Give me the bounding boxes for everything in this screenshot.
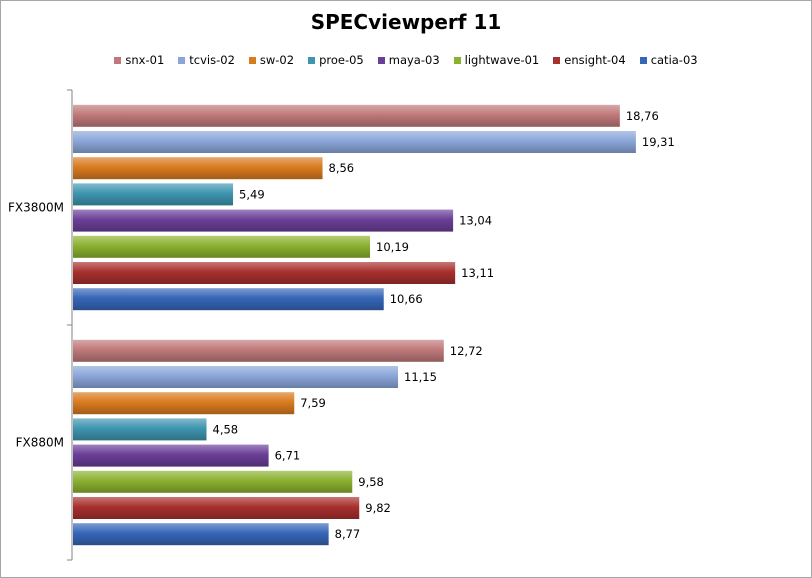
legend-label-sw-02: sw-02 bbox=[259, 53, 295, 67]
legend-label-maya-03: maya-03 bbox=[388, 53, 440, 67]
bar-fx880m-ensight-04 bbox=[73, 497, 360, 519]
data-label-fx880m-lightwave-01: 9,58 bbox=[358, 475, 384, 489]
legend-item-proe-05: proe-05 bbox=[308, 53, 364, 67]
bar-fx880m-snx-01 bbox=[73, 339, 444, 362]
bar-fx3800m-tcvis-02 bbox=[73, 131, 636, 153]
legend-swatch-maya-03 bbox=[377, 56, 385, 64]
legend-item-catia-03: catia-03 bbox=[639, 53, 698, 67]
bar-fx880m-sw-02 bbox=[73, 392, 295, 415]
bar-fx3800m-catia-03 bbox=[73, 288, 384, 311]
bars-group: 18,76 19,31 8,56 5,49 13,04 10,19 13,11 10,66 12… bbox=[73, 104, 675, 546]
legend-swatch-proe-05 bbox=[308, 56, 316, 64]
data-label-fx3800m-maya-03: 13,04 bbox=[459, 214, 492, 228]
data-label-fx3800m-proe-05: 5,49 bbox=[239, 187, 265, 201]
data-label-fx3800m-ensight-04: 13,11 bbox=[461, 266, 494, 280]
legend-item-snx-01: snx-01 bbox=[114, 53, 164, 67]
axis-ticks bbox=[67, 89, 72, 561]
data-label-fx3800m-sw-02: 8,56 bbox=[329, 161, 355, 175]
category-label-fx3800m: FX3800M bbox=[8, 201, 64, 215]
bar-fx3800m-sw-02 bbox=[73, 157, 323, 180]
legend: snx-01 tcvis-02 sw-02 proe-05 maya-03 lightwa… bbox=[0, 53, 812, 67]
data-label-fx880m-proe-05: 4,58 bbox=[213, 422, 239, 436]
data-label-fx3800m-catia-03: 10,66 bbox=[390, 292, 423, 306]
legend-item-tcvis-02: tcvis-02 bbox=[178, 53, 235, 67]
legend-item-maya-03: maya-03 bbox=[377, 53, 440, 67]
bar-fx3800m-lightwave-01 bbox=[73, 235, 371, 258]
bar-fx880m-maya-03 bbox=[73, 444, 269, 467]
legend-swatch-ensight-04 bbox=[553, 56, 561, 64]
category-labels: FX3800M FX880M bbox=[8, 201, 64, 450]
legend-label-tcvis-02: tcvis-02 bbox=[189, 53, 235, 67]
legend-swatch-tcvis-02 bbox=[178, 56, 186, 64]
data-label-fx3800m-lightwave-01: 10,19 bbox=[376, 240, 409, 254]
bar-fx880m-proe-05 bbox=[73, 418, 207, 441]
bar-fx880m-catia-03 bbox=[73, 523, 329, 546]
legend-label-catia-03: catia-03 bbox=[650, 53, 698, 67]
bar-fx3800m-snx-01 bbox=[73, 104, 620, 127]
data-label-fx880m-snx-01: 12,72 bbox=[450, 344, 483, 358]
legend-label-ensight-04: ensight-04 bbox=[564, 53, 626, 67]
category-label-fx880m: FX880M bbox=[16, 436, 64, 450]
data-label-fx3800m-tcvis-02: 19,31 bbox=[642, 135, 675, 149]
data-label-fx880m-sw-02: 7,59 bbox=[300, 396, 326, 410]
legend-item-sw-02: sw-02 bbox=[248, 53, 295, 67]
legend-item-lightwave-01: lightwave-01 bbox=[453, 53, 540, 67]
data-label-fx880m-tcvis-02: 11,15 bbox=[404, 370, 437, 384]
legend-item-ensight-04: ensight-04 bbox=[553, 53, 626, 67]
bar-fx3800m-ensight-04 bbox=[73, 262, 456, 284]
legend-swatch-snx-01 bbox=[114, 56, 122, 64]
legend-label-lightwave-01: lightwave-01 bbox=[464, 53, 540, 67]
legend-swatch-lightwave-01 bbox=[453, 56, 461, 64]
data-label-fx880m-maya-03: 6,71 bbox=[275, 449, 301, 463]
legend-swatch-catia-03 bbox=[639, 56, 647, 64]
bar-fx3800m-maya-03 bbox=[73, 209, 454, 232]
data-label-fx880m-catia-03: 8,77 bbox=[335, 527, 361, 541]
legend-label-proe-05: proe-05 bbox=[319, 53, 364, 67]
bar-fx880m-tcvis-02 bbox=[73, 366, 399, 388]
legend-label-snx-01: snx-01 bbox=[125, 53, 165, 67]
bar-fx3800m-proe-05 bbox=[73, 183, 234, 206]
data-label-fx880m-ensight-04: 9,82 bbox=[365, 501, 391, 515]
legend-swatch-sw-02 bbox=[248, 56, 256, 64]
bar-fx880m-lightwave-01 bbox=[73, 470, 353, 493]
data-label-fx3800m-snx-01: 18,76 bbox=[626, 109, 659, 123]
chart-title: SPECviewperf 11 bbox=[310, 10, 502, 34]
